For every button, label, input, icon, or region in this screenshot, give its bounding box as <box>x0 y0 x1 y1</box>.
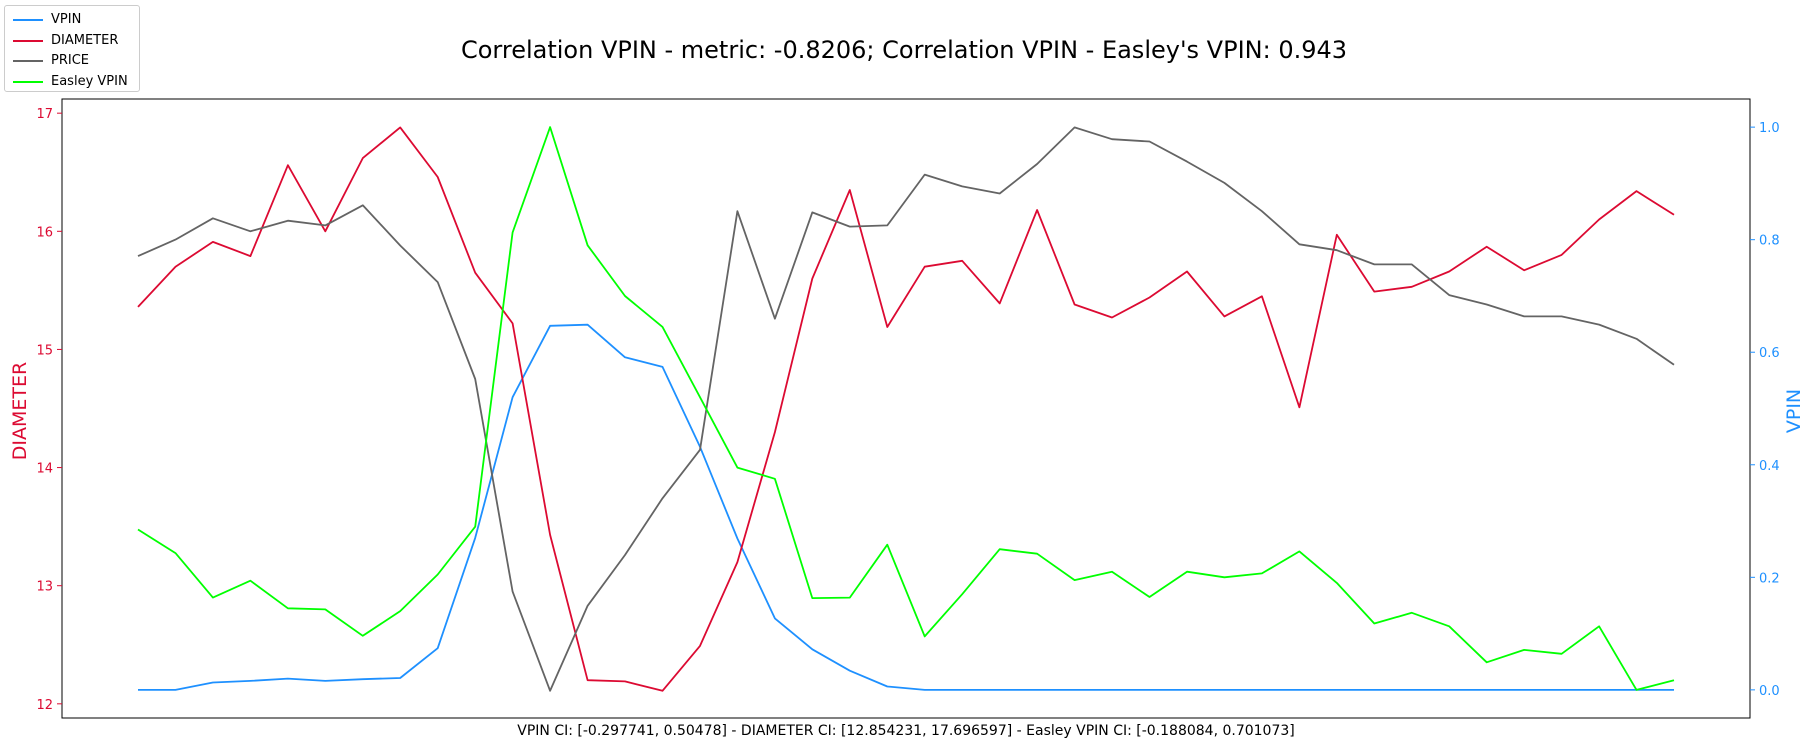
legend-label-price: PRICE <box>51 53 89 68</box>
legend-swatch-diameter <box>13 40 43 42</box>
right-axis-tick-label: 0.8 <box>1759 234 1780 249</box>
legend-label-diameter: DIAMETER <box>51 33 119 48</box>
left-axis-tick-label: 15 <box>36 343 53 358</box>
left-axis-tick-label: 12 <box>36 698 53 713</box>
legend-swatch-easley-vpin <box>13 81 43 83</box>
plot-area-frame <box>61 98 1751 719</box>
left-axis-tick-label: 14 <box>36 462 53 477</box>
series-line-price <box>137 126 1675 692</box>
legend-label-vpin: VPIN <box>51 12 82 27</box>
legend: VPIN DIAMETER PRICE Easley VPIN <box>4 5 140 92</box>
right-axis-tick-label: 0.2 <box>1759 571 1780 586</box>
left-axis-tick-label: 17 <box>36 107 53 122</box>
legend-item-diameter: DIAMETER <box>13 31 118 51</box>
series-layer <box>137 126 1675 692</box>
left-axis-tick-label: 16 <box>36 225 53 240</box>
left-axis: 12 13 14 15 16 17 <box>36 107 62 713</box>
right-axis-tick-label: 0.4 <box>1759 459 1780 474</box>
left-axis-label: DIAMETER <box>9 362 31 460</box>
right-axis-tick-label: 0.0 <box>1759 684 1780 699</box>
legend-item-vpin: VPIN <box>13 10 81 30</box>
right-axis-tick-label: 0.6 <box>1759 346 1780 361</box>
legend-item-price: PRICE <box>13 51 89 71</box>
right-axis-label: VPIN <box>1783 389 1805 433</box>
series-line-diameter <box>137 126 1675 692</box>
x-axis-label: VPIN CI: [-0.297741, 0.50478] - DIAMETER… <box>517 723 1295 739</box>
legend-swatch-price <box>13 60 43 62</box>
legend-swatch-vpin <box>13 19 43 21</box>
series-line-easley-vpin <box>137 126 1675 691</box>
right-axis: 0.0 0.2 0.4 0.6 0.8 1.0 <box>1750 121 1780 699</box>
left-axis-tick-label: 13 <box>36 580 53 595</box>
legend-label-easley-vpin: Easley VPIN <box>51 74 128 89</box>
right-axis-tick-label: 1.0 <box>1759 121 1780 136</box>
legend-item-easley-vpin: Easley VPIN <box>13 72 128 92</box>
chart-title: Correlation VPIN - metric: -0.8206; Corr… <box>461 36 1347 64</box>
series-line-vpin <box>138 323 1674 691</box>
